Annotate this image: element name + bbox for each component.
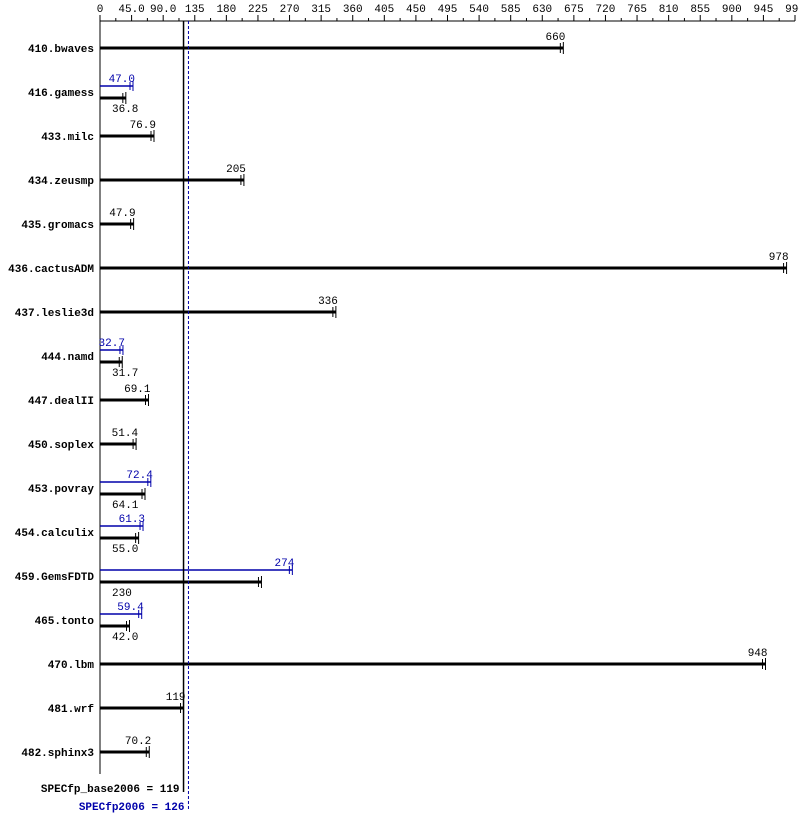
base-value-label: 230 xyxy=(112,588,132,600)
base-value-label: 47.9 xyxy=(109,208,135,220)
base-value-label: 36.8 xyxy=(112,104,138,116)
peak-value-label: 72.4 xyxy=(126,470,153,482)
axis-tick-label: 135 xyxy=(185,4,205,16)
axis-tick-label: 450 xyxy=(406,4,426,16)
peak-value-label: 32.7 xyxy=(99,338,125,350)
footer-peak-text: SPECfp2006 = 126 xyxy=(79,802,185,814)
peak-value-label: 47.0 xyxy=(109,74,135,86)
benchmark-label: 453.povray xyxy=(28,484,94,496)
benchmark-label: 444.namd xyxy=(41,352,94,364)
benchmark-label: 465.tonto xyxy=(35,616,95,628)
base-value-label: 978 xyxy=(769,252,789,264)
benchmark-label: 437.leslie3d xyxy=(15,308,94,320)
benchmark-label: 447.dealII xyxy=(28,396,94,408)
axis-tick-label: 900 xyxy=(722,4,742,16)
axis-tick-label: 360 xyxy=(343,4,363,16)
benchmark-label: 433.milc xyxy=(41,132,94,144)
base-value-label: 42.0 xyxy=(112,632,138,644)
base-value-label: 660 xyxy=(546,32,566,44)
benchmark-label: 459.GemsFDTD xyxy=(15,572,95,584)
benchmark-label: 416.gamess xyxy=(28,88,94,100)
axis-tick-label: 405 xyxy=(374,4,394,16)
base-value-label: 69.1 xyxy=(124,384,151,396)
footer-base-text: SPECfp_base2006 = 119 xyxy=(41,784,180,796)
axis-tick-label: 585 xyxy=(501,4,521,16)
axis-tick-label: 675 xyxy=(564,4,584,16)
base-value-label: 64.1 xyxy=(112,500,139,512)
axis-tick-label: 0 xyxy=(97,4,104,16)
peak-value-label: 59.4 xyxy=(117,602,144,614)
benchmark-label: 454.calculix xyxy=(15,528,95,540)
base-value-label: 948 xyxy=(748,648,768,660)
axis-tick-label: 45.0 xyxy=(118,4,144,16)
benchmark-label: 450.soplex xyxy=(28,440,94,452)
benchmark-label: 481.wrf xyxy=(48,704,95,716)
axis-tick-label: 630 xyxy=(532,4,552,16)
benchmark-label: 435.gromacs xyxy=(21,220,94,232)
axis-tick-label: 180 xyxy=(216,4,236,16)
axis-tick-label: 720 xyxy=(596,4,616,16)
axis-tick-label: 90.0 xyxy=(150,4,176,16)
axis-tick-label: 495 xyxy=(438,4,458,16)
axis-tick-label: 765 xyxy=(627,4,647,16)
benchmark-label: 470.lbm xyxy=(48,660,95,672)
base-value-label: 119 xyxy=(166,692,186,704)
axis-tick-label: 270 xyxy=(280,4,300,16)
base-value-label: 76.9 xyxy=(130,120,156,132)
axis-tick-label: 810 xyxy=(659,4,679,16)
base-value-label: 205 xyxy=(226,164,246,176)
axis-tick-label: 990 xyxy=(785,4,799,16)
benchmark-label: 436.cactusADM xyxy=(8,264,94,276)
benchmark-label: 434.zeusmp xyxy=(28,176,94,188)
peak-value-label: 274 xyxy=(275,558,295,570)
benchmark-label: 410.bwaves xyxy=(28,44,94,56)
peak-value-label: 61.3 xyxy=(119,514,145,526)
axis-tick-label: 315 xyxy=(311,4,331,16)
axis-tick-label: 945 xyxy=(754,4,774,16)
base-value-label: 70.2 xyxy=(125,736,151,748)
base-value-label: 55.0 xyxy=(112,544,138,556)
axis-tick-label: 540 xyxy=(469,4,489,16)
benchmark-label: 482.sphinx3 xyxy=(21,748,94,760)
axis-tick-label: 225 xyxy=(248,4,268,16)
axis-tick-label: 855 xyxy=(690,4,710,16)
base-value-label: 336 xyxy=(318,296,338,308)
base-value-label: 31.7 xyxy=(112,368,138,380)
base-value-label: 51.4 xyxy=(112,428,139,440)
spec-chart: 0 45.0 90.0 135 180 225 270 315 360 405 450 495 540 5… xyxy=(0,0,799,831)
